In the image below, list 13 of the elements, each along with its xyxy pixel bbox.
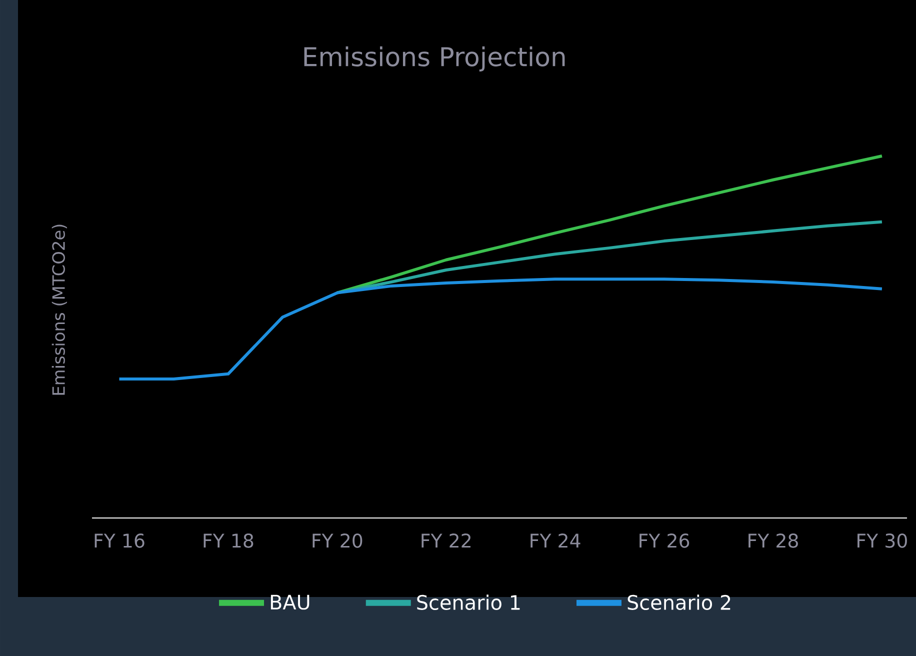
y-axis-title: Emissions (MTCO2e) [52,224,67,395]
x-tick-label: FY 26 [640,534,690,548]
x-tick-label: FY 20 [312,534,362,548]
x-tick-label: FY 16 [94,534,144,548]
x-tick-label: FY 22 [422,534,470,548]
x-tick-label: FY 30 [858,534,907,548]
chart-title: Emissions Projection [304,46,565,72]
x-tick-label: FY 24 [530,534,580,548]
x-tick-label: FY 28 [748,534,798,548]
legend-label: Scenario 2 [628,594,730,610]
x-tick-label: FY 18 [204,534,254,548]
legend-label: BAU [270,594,310,610]
legend-label: Scenario 1 [417,594,520,610]
